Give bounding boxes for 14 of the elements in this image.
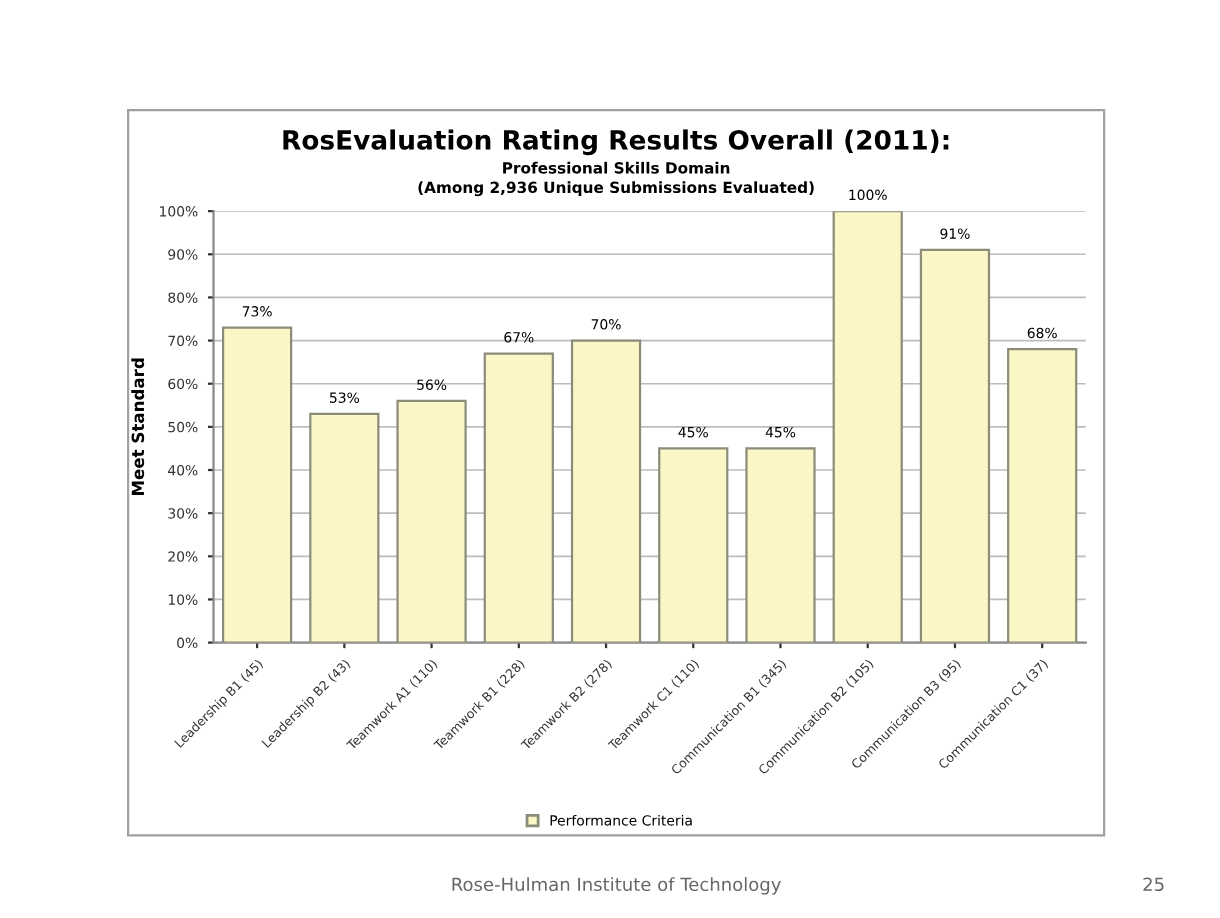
bar [221,326,293,643]
text: Rose-Hulman Institute of Technology [452,877,781,895]
bar [396,399,467,643]
text: 25 [1143,877,1164,892]
bar [745,447,816,643]
bar [658,447,729,643]
bar [483,352,554,643]
bar [832,211,903,643]
bar [919,248,991,643]
bar [309,412,380,643]
bar [570,339,642,643]
y-axis-title: Meet Standard [131,358,145,496]
bar [1007,348,1078,643]
chart-title: RosEvaluation Rating Results Overall (2011): [283,129,949,156]
